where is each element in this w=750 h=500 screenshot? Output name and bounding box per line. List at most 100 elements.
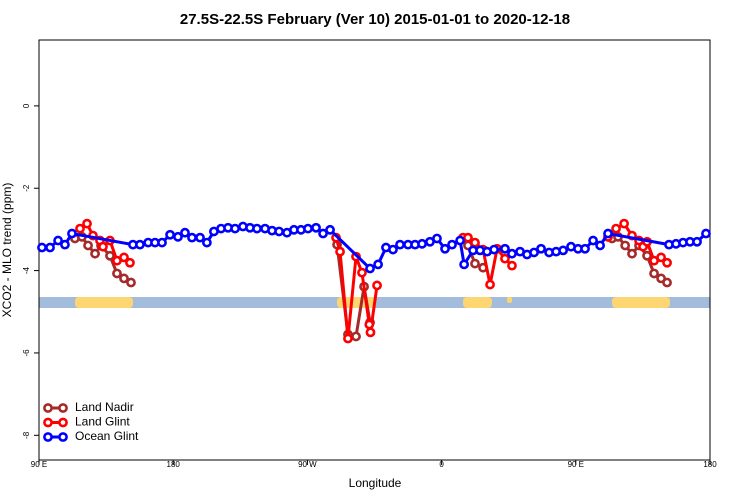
chart-title: 27.5S-22.5S February (Ver 10) 2015-01-01… bbox=[180, 11, 570, 28]
point bbox=[187, 232, 197, 243]
point bbox=[440, 243, 450, 254]
x-tick-label: 90 W bbox=[298, 460, 317, 469]
point bbox=[60, 239, 70, 250]
land-band bbox=[463, 297, 492, 308]
point bbox=[364, 319, 375, 330]
point bbox=[447, 239, 457, 250]
x-tick-label: 90 E bbox=[568, 460, 584, 469]
point bbox=[83, 240, 93, 251]
point bbox=[37, 242, 47, 253]
land-band bbox=[75, 297, 133, 308]
point bbox=[165, 229, 175, 240]
x-tick-label: 0 bbox=[439, 460, 444, 469]
x-tick-label: 180 bbox=[167, 460, 181, 469]
point bbox=[595, 240, 606, 251]
y-tick-label: -2 bbox=[22, 184, 31, 192]
point bbox=[470, 258, 480, 269]
point bbox=[470, 237, 480, 248]
point bbox=[620, 240, 631, 251]
point bbox=[303, 223, 313, 234]
point bbox=[529, 247, 539, 258]
point bbox=[180, 227, 190, 238]
point bbox=[649, 268, 659, 279]
point bbox=[455, 235, 465, 246]
point bbox=[67, 228, 77, 239]
point bbox=[507, 260, 517, 271]
legend-label: Land Glint bbox=[75, 415, 130, 429]
point bbox=[325, 224, 335, 235]
point bbox=[195, 232, 205, 243]
point bbox=[373, 259, 383, 270]
point bbox=[318, 228, 328, 239]
point bbox=[335, 246, 345, 257]
legend-swatch bbox=[43, 432, 53, 442]
point bbox=[82, 218, 92, 229]
point bbox=[417, 238, 427, 249]
point bbox=[611, 223, 621, 234]
point bbox=[157, 237, 167, 248]
legend-swatch bbox=[58, 432, 68, 442]
y-axis-label: XCO2 - MLO trend (ppm) bbox=[0, 183, 14, 318]
point bbox=[507, 248, 517, 259]
point bbox=[692, 236, 702, 247]
point bbox=[500, 243, 510, 254]
legend-swatch bbox=[58, 417, 68, 428]
point bbox=[701, 228, 711, 239]
point bbox=[201, 237, 212, 248]
point bbox=[603, 228, 613, 239]
point bbox=[75, 223, 85, 234]
point bbox=[463, 232, 473, 243]
point bbox=[230, 223, 240, 234]
legend-swatch bbox=[58, 403, 68, 413]
point bbox=[485, 279, 495, 290]
y-tick-label: -6 bbox=[22, 349, 31, 357]
point bbox=[343, 333, 353, 344]
x-tick-label: 90 E bbox=[31, 460, 47, 469]
land-band bbox=[507, 297, 512, 303]
point bbox=[662, 257, 672, 268]
point bbox=[588, 235, 598, 246]
legend-swatch bbox=[43, 417, 53, 428]
point bbox=[365, 327, 376, 338]
point bbox=[536, 243, 546, 254]
point bbox=[173, 231, 183, 242]
point bbox=[627, 248, 637, 259]
point bbox=[135, 239, 145, 250]
point bbox=[274, 226, 284, 237]
point bbox=[558, 245, 569, 256]
point bbox=[372, 280, 382, 291]
y-tick-label: -4 bbox=[22, 266, 31, 274]
point bbox=[311, 222, 321, 233]
point bbox=[395, 239, 405, 250]
point bbox=[357, 267, 367, 278]
series-line bbox=[79, 221, 669, 339]
legend-label: Ocean Glint bbox=[75, 429, 139, 443]
plot-frame bbox=[38, 39, 711, 461]
point bbox=[580, 243, 590, 254]
point bbox=[662, 277, 672, 288]
legend-label: Land Nadir bbox=[75, 400, 134, 414]
point bbox=[112, 268, 122, 279]
legend-swatch bbox=[43, 403, 53, 413]
point bbox=[351, 331, 361, 342]
point bbox=[119, 273, 129, 284]
point bbox=[105, 250, 115, 261]
point bbox=[619, 218, 630, 229]
point bbox=[45, 242, 55, 253]
point bbox=[489, 244, 499, 255]
point bbox=[125, 257, 135, 268]
point bbox=[432, 233, 442, 244]
land-band bbox=[612, 297, 670, 308]
point bbox=[119, 252, 129, 263]
y-tick-label: 0 bbox=[22, 103, 31, 108]
y-tick-label: -8 bbox=[22, 431, 31, 439]
point bbox=[126, 277, 136, 288]
point bbox=[53, 235, 63, 246]
x-tick-label: 180 bbox=[703, 460, 717, 469]
point bbox=[656, 252, 666, 263]
point bbox=[500, 253, 510, 264]
point bbox=[365, 263, 375, 274]
point bbox=[252, 223, 262, 234]
point bbox=[642, 250, 652, 261]
